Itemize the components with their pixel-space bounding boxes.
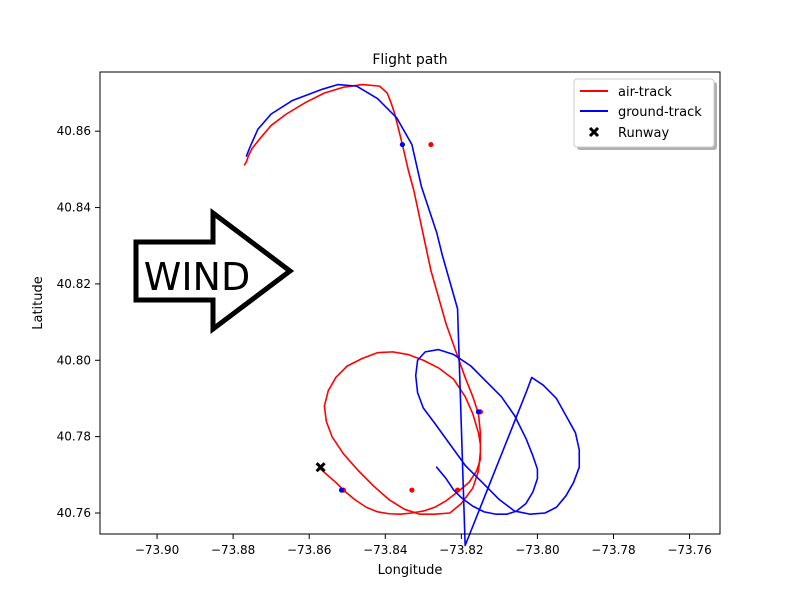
wind-label: WIND — [144, 255, 250, 299]
x-tick-label: −73.80 — [515, 543, 559, 557]
legend-swatch-runway — [588, 126, 600, 138]
waypoint-marker — [399, 141, 405, 148]
y-tick-label: 40.84 — [57, 201, 91, 215]
legend-label-air-track: air-track — [618, 85, 672, 100]
y-tick-label: 40.80 — [57, 353, 91, 367]
x-tick-label: −73.88 — [211, 543, 255, 557]
y-tick-label: 40.78 — [57, 430, 91, 444]
x-tick-label: −73.84 — [363, 543, 407, 557]
legend: air-track ground-track Runway — [573, 78, 717, 150]
wind-arrow-shape — [133, 207, 295, 335]
y-axis: 40.76 40.78 40.80 40.82 40.84 40.86 — [57, 124, 100, 520]
x-axis: −73.90 −73.88 −73.86 −73.84 −73.82 −73.80 −73.… — [135, 534, 712, 557]
x-tick-label: −73.90 — [135, 543, 179, 557]
waypoint-marker — [475, 409, 482, 415]
x-tick-label: −73.76 — [667, 543, 711, 557]
waypoint-marker — [454, 487, 461, 493]
annotation-layer: WIND — [133, 207, 295, 335]
x-tick-label: −73.82 — [439, 543, 483, 557]
plot-frame — [99, 71, 721, 535]
legend-label-runway: Runway — [618, 126, 670, 141]
y-tick-label: 40.76 — [57, 506, 91, 520]
legend-box — [573, 78, 715, 148]
series-line-ground-track — [245, 83, 581, 547]
waypoint-marker — [428, 141, 434, 148]
x-axis-label: Longitude — [378, 563, 443, 578]
y-axis-label: Latitude — [31, 276, 46, 330]
waypoint-marker — [409, 487, 415, 493]
chart-title: Flight path — [372, 52, 447, 68]
x-tick-label: −73.86 — [287, 543, 331, 557]
runway-marker — [315, 462, 326, 473]
x-tick-label: −73.78 — [591, 543, 635, 557]
y-tick-label: 40.86 — [57, 124, 91, 138]
legend-label-ground-track: ground-track — [618, 105, 702, 120]
y-tick-label: 40.82 — [57, 277, 91, 291]
waypoint-marker — [338, 487, 345, 493]
series-layer — [243, 83, 581, 547]
